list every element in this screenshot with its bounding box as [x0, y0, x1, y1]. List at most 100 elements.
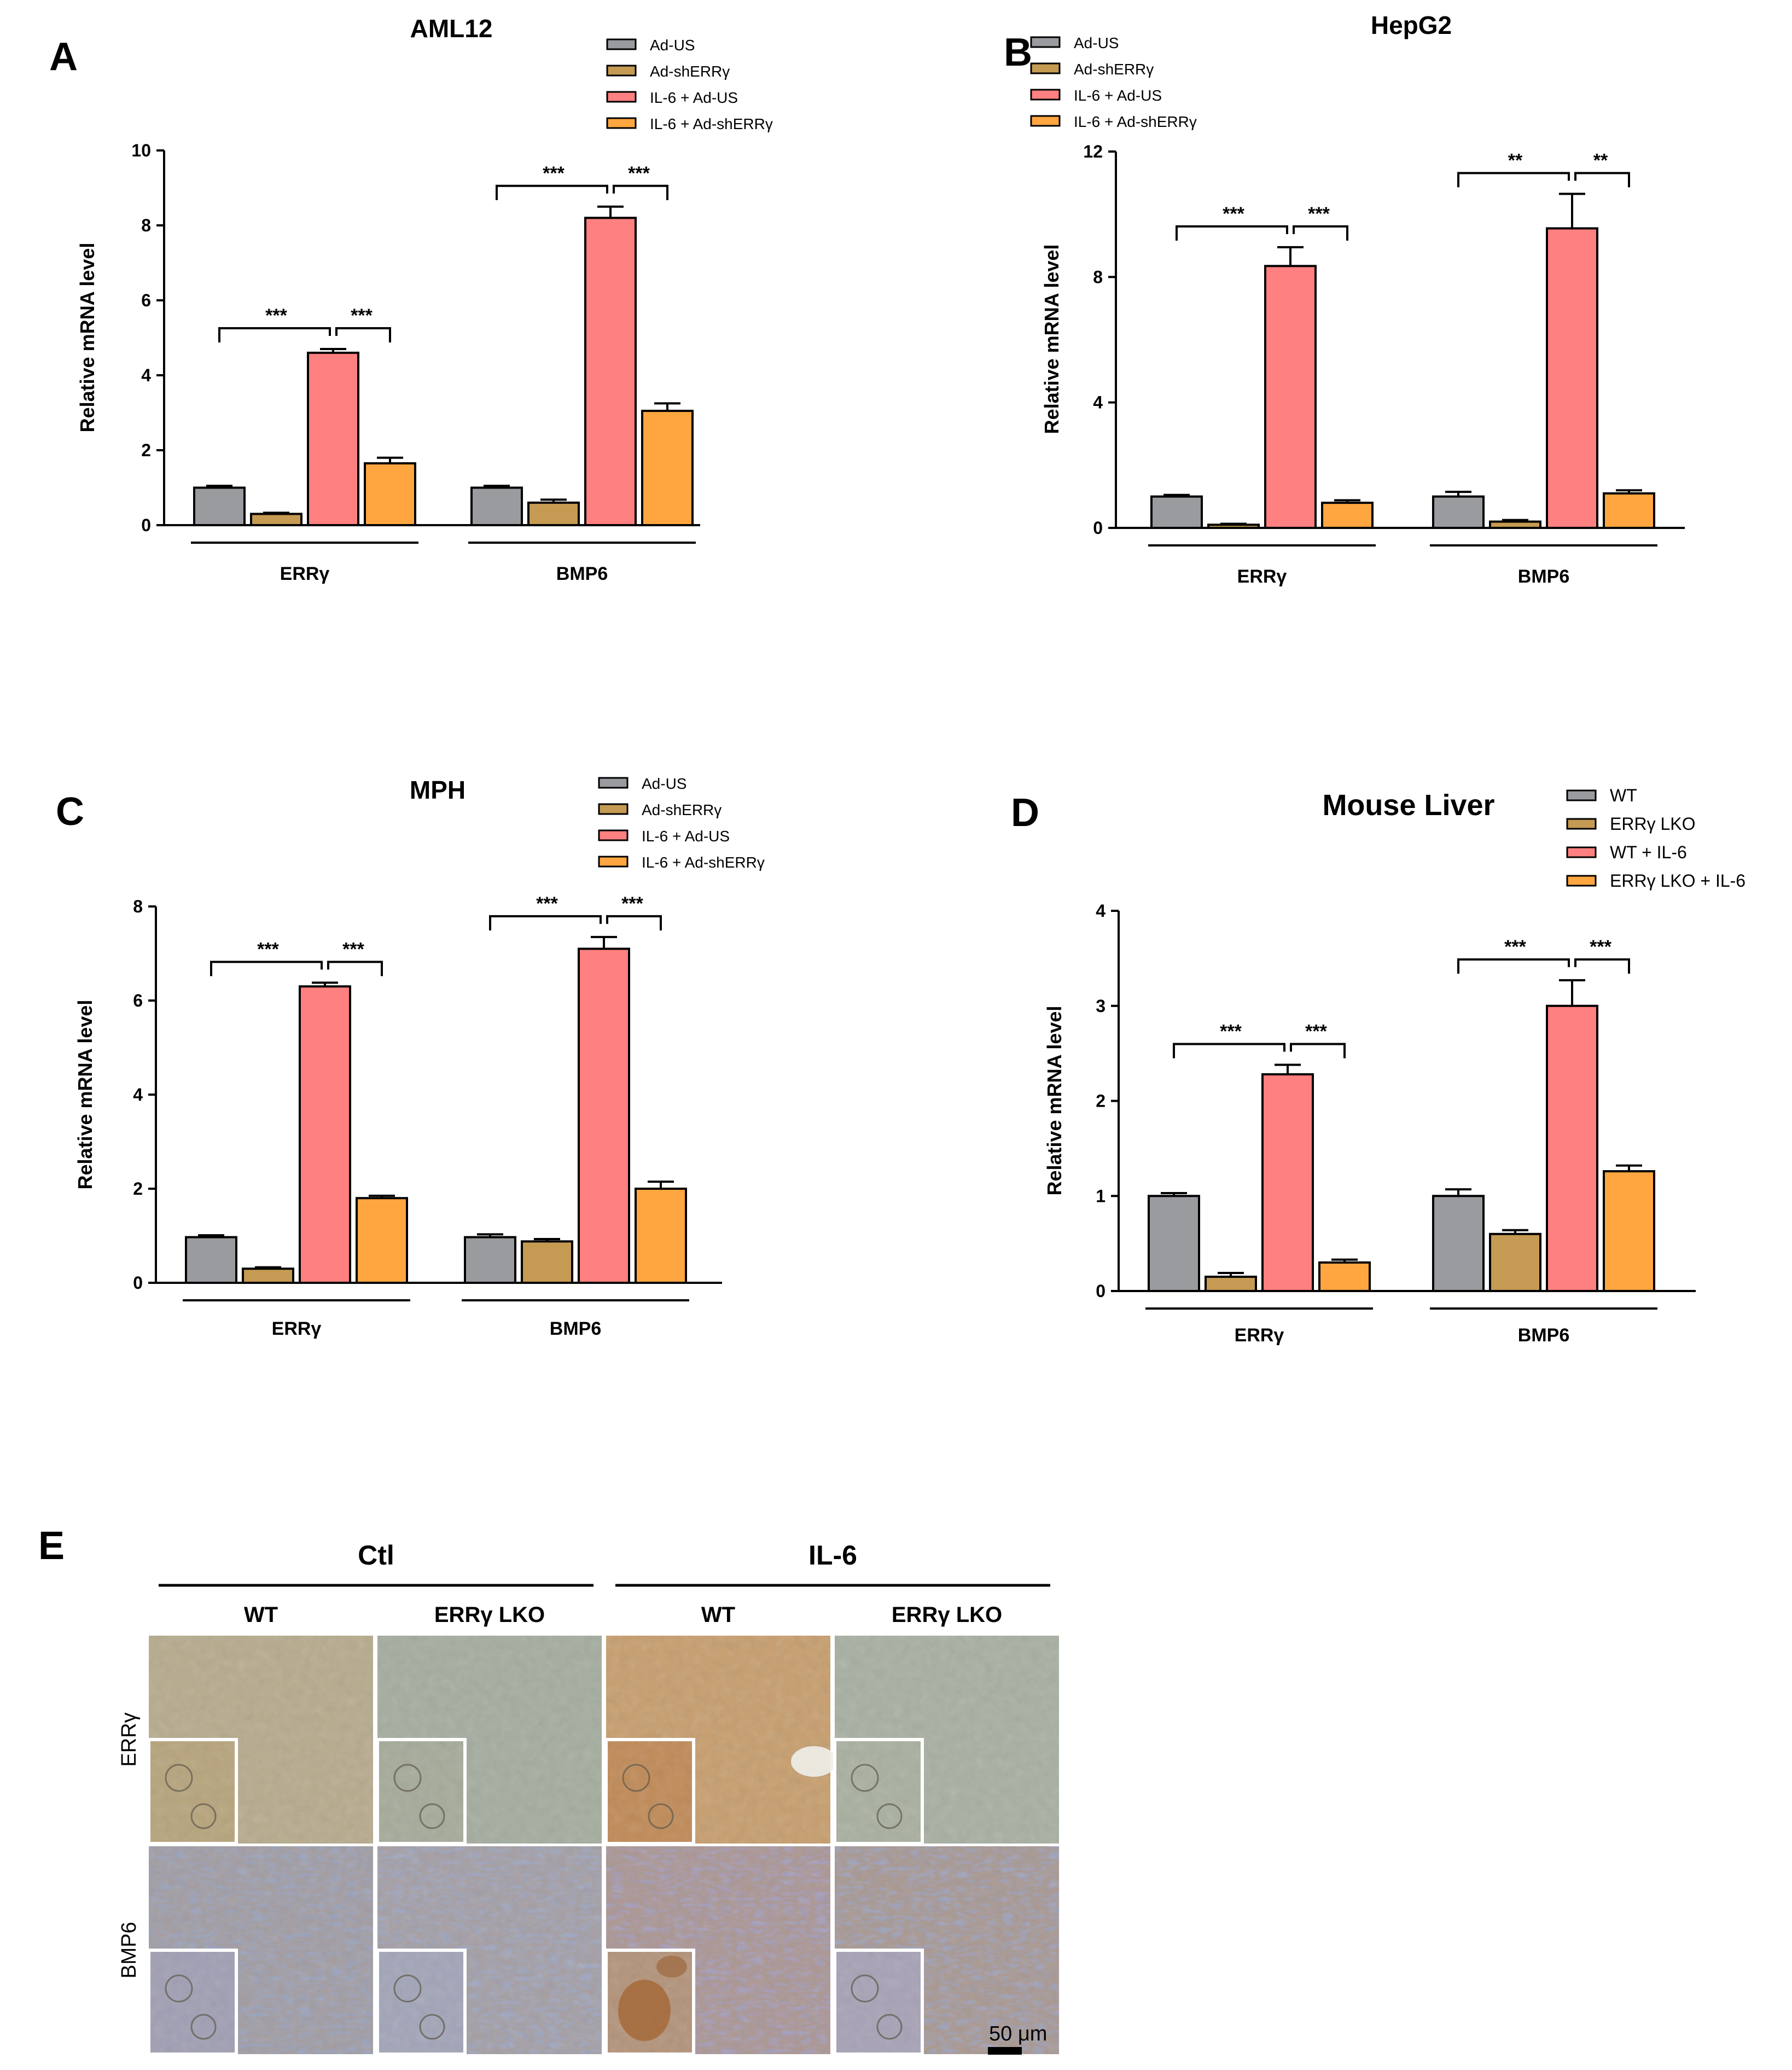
category-label: ERRγ	[280, 563, 330, 584]
bar	[250, 513, 302, 527]
column-label: WT	[244, 1603, 278, 1627]
nucleus	[419, 2014, 445, 2040]
stained-cell	[618, 1980, 671, 2041]
nucleus	[190, 2014, 217, 2040]
nucleus	[876, 2014, 903, 2040]
significance-bracket	[496, 184, 608, 200]
category-label: ERRγ	[272, 1318, 322, 1339]
inset-texture	[606, 1740, 694, 1844]
inset-border	[833, 1738, 924, 1845]
nucleus	[165, 1764, 193, 1792]
legend-label: WT	[1610, 786, 1637, 805]
micrograph-errg-0	[147, 1636, 373, 1845]
legend-label: Ad-shERRγ	[1074, 61, 1154, 78]
significance-label: ***	[1223, 203, 1244, 224]
category-label: ERRγ	[1237, 566, 1287, 587]
y-tick-label: 0	[1093, 518, 1103, 538]
bar	[356, 1197, 408, 1284]
significance-label: ***	[257, 939, 279, 960]
scale-bar	[988, 2047, 1022, 2055]
significance-bracket	[1574, 172, 1630, 188]
legend-swatch	[1566, 875, 1597, 887]
legend-swatch	[1566, 789, 1597, 801]
nucleus	[851, 1764, 879, 1792]
bar	[1603, 492, 1655, 530]
nucleus	[648, 1803, 674, 1829]
legend-label: WT + IL-6	[1610, 842, 1687, 862]
legend-swatch	[606, 91, 637, 103]
legend-label: Ad-US	[1074, 34, 1119, 51]
significance-bracket	[1457, 958, 1570, 974]
panel-letter: C	[56, 790, 84, 834]
inset-border	[604, 1949, 695, 2056]
significance-label: **	[1593, 150, 1608, 171]
y-axis-label: Relative mRNA level	[76, 243, 98, 433]
y-tick-label: 1	[1096, 1186, 1106, 1206]
bar	[470, 486, 523, 526]
inset-texture	[377, 1740, 465, 1844]
significance-bracket	[1293, 225, 1348, 241]
panel-letter: E	[38, 1524, 65, 1568]
stained-cell	[656, 1956, 687, 1978]
panel-letter: A	[49, 35, 78, 79]
bar	[1546, 1004, 1598, 1292]
y-tick-label: 8	[141, 216, 151, 235]
nucleus	[393, 1764, 422, 1792]
category-label: ERRγ	[1235, 1325, 1284, 1346]
bar	[307, 351, 359, 527]
nucleus	[622, 1764, 650, 1792]
y-tick-label: 0	[133, 1273, 143, 1293]
y-tick-label: 10	[131, 141, 151, 160]
inset-border	[604, 1738, 695, 1845]
significance-bracket	[1290, 1043, 1346, 1059]
bar	[1321, 502, 1374, 530]
micrograph-errg-1	[376, 1636, 602, 1845]
chart-d: D Mouse Liver Relative mRNA level 0 1 2 3 4 *** *…	[1011, 786, 1746, 1346]
bar	[641, 410, 694, 527]
significance-bracket	[606, 915, 662, 931]
category-label: BMP6	[1518, 566, 1569, 587]
legend-swatch	[1566, 846, 1597, 858]
y-tick-label: 8	[1093, 267, 1103, 287]
legend-label: ERRγ LKO	[1610, 814, 1695, 834]
legend-label: Ad-US	[642, 775, 686, 792]
significance-label: ***	[1504, 937, 1526, 957]
micrograph-bmp6-3	[833, 1846, 1059, 2056]
ihc-panel: E Ctl IL-6 WT ERRγ LKO WT ERRγ LKO ERRγ BMP6 50 μ…	[38, 1524, 1059, 2056]
bar	[242, 1267, 294, 1284]
bar	[1148, 1195, 1200, 1292]
y-tick-label: 6	[141, 290, 151, 310]
bar	[1432, 1195, 1485, 1292]
significance-label: ***	[1220, 1021, 1242, 1042]
nucleus	[851, 1974, 879, 2003]
legend-label: Ad-shERRγ	[642, 801, 722, 818]
legend-swatch	[606, 117, 637, 129]
inset-texture	[377, 1950, 465, 2054]
y-axis-label: Relative mRNA level	[1043, 1006, 1066, 1196]
legend-swatch	[598, 856, 629, 868]
inset-border	[833, 1949, 924, 2056]
column-label: WT	[701, 1603, 735, 1627]
legend-swatch	[598, 777, 629, 789]
bar	[464, 1236, 516, 1284]
significance-label: ***	[628, 163, 650, 184]
y-axis-label: Relative mRNA level	[74, 1000, 96, 1190]
significance-bracket	[210, 961, 323, 976]
significance-bracket	[1173, 1043, 1285, 1059]
chart-title: Mouse Liver	[1322, 789, 1494, 822]
legend-swatch	[1566, 818, 1597, 830]
column-label: ERRγ LKO	[892, 1603, 1002, 1627]
legend-label: ERRγ LKO + IL-6	[1610, 871, 1746, 891]
legend-label: IL-6 + Ad-US	[1074, 87, 1162, 104]
bar	[521, 1240, 573, 1284]
inset-border	[376, 1949, 467, 2056]
significance-label: ***	[536, 893, 558, 914]
significance-bracket	[1176, 225, 1288, 241]
legend-swatch	[1030, 89, 1061, 101]
bar	[1150, 495, 1203, 530]
y-tick-label: 4	[1093, 393, 1103, 412]
y-tick-label: 2	[1096, 1091, 1106, 1111]
vessel-lumen	[791, 1746, 837, 1777]
inset-texture	[149, 1740, 236, 1844]
